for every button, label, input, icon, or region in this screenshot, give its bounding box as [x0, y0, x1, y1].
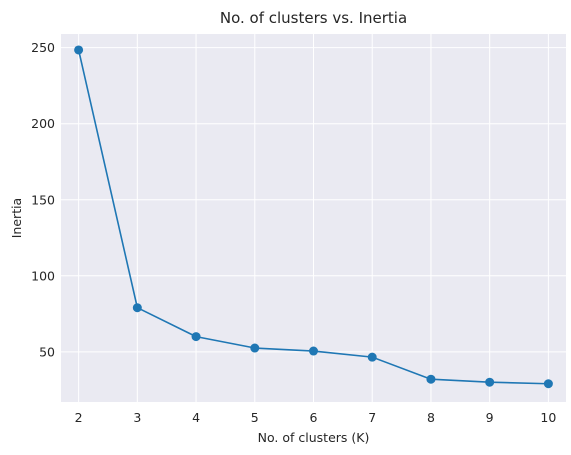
- x-tick-label: 4: [192, 410, 200, 425]
- data-point: [191, 332, 201, 342]
- data-point: [309, 346, 318, 356]
- x-tick-label: 6: [310, 410, 318, 425]
- x-tick-label: 5: [251, 410, 259, 425]
- data-point: [132, 303, 142, 313]
- chart-title: No. of clusters vs. Inertia: [220, 9, 407, 27]
- x-axis-label: No. of clusters (K): [258, 430, 370, 445]
- y-tick-label: 250: [31, 40, 55, 55]
- y-tick-label: 100: [31, 268, 55, 283]
- y-axis-label: Inertia: [9, 198, 24, 238]
- x-tick-label: 2: [75, 410, 83, 425]
- data-point: [250, 343, 260, 353]
- y-tick-label: 50: [39, 344, 55, 359]
- y-tick-label: 150: [31, 192, 55, 207]
- x-tick-label: 9: [486, 410, 494, 425]
- data-point: [426, 374, 436, 384]
- data-point: [485, 377, 495, 387]
- x-tick-label: 3: [133, 410, 141, 425]
- data-point: [543, 379, 553, 389]
- data-point: [367, 352, 377, 362]
- x-tick-label: 7: [368, 410, 376, 425]
- x-tick-label: 8: [427, 410, 435, 425]
- data-point: [74, 45, 84, 55]
- series-layer: [74, 45, 553, 389]
- y-tick-label: 200: [31, 116, 55, 131]
- grid: [61, 34, 566, 402]
- tick-labels: 2 3 4 5 6 7 8 9 10 50 100 150 200 250: [31, 40, 556, 425]
- x-tick-label: 10: [540, 410, 556, 425]
